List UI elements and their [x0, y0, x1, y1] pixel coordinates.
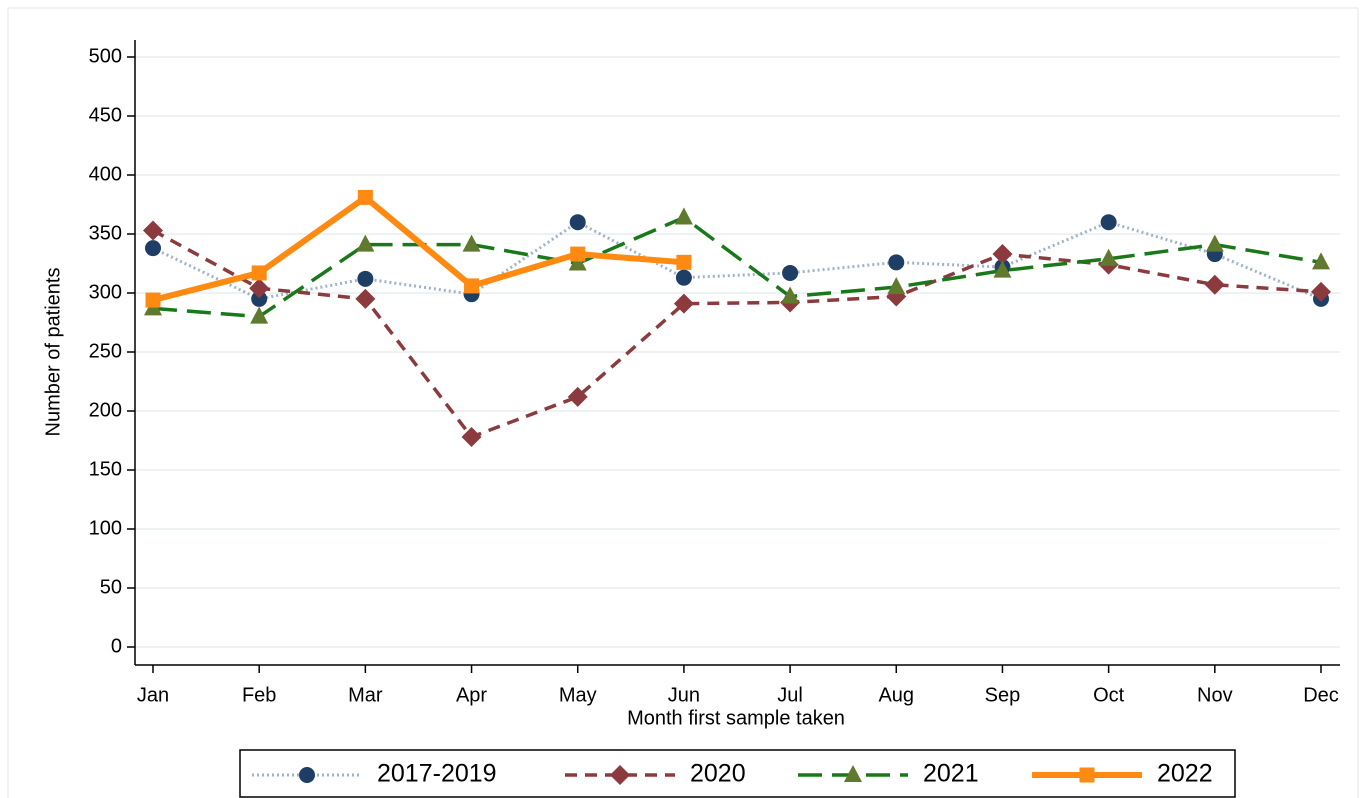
- y-tick-label: 250: [89, 340, 122, 362]
- x-tick-label: Aug: [878, 684, 914, 706]
- data-point: [1100, 214, 1117, 231]
- data-point: [1204, 274, 1225, 295]
- data-point: [1205, 234, 1224, 252]
- data-point: [674, 207, 693, 225]
- data-point: [676, 254, 692, 270]
- y-tick-label: 100: [89, 517, 122, 539]
- data-point: [570, 246, 586, 262]
- y-tick-label: 450: [89, 104, 122, 126]
- y-tick-label: 0: [111, 635, 122, 657]
- series-line: [152, 215, 1322, 319]
- y-tick-label: 400: [89, 163, 122, 185]
- data-point: [569, 214, 586, 231]
- series-line: [152, 194, 685, 303]
- x-tick-label: Jan: [137, 684, 169, 706]
- y-axis-title: Number of patients: [42, 268, 64, 437]
- data-point: [251, 290, 268, 307]
- data-point: [993, 260, 1012, 278]
- legend-marker: [844, 765, 862, 782]
- data-point: [888, 254, 905, 271]
- legend-label: 2022: [1157, 760, 1213, 788]
- data-point: [145, 240, 161, 257]
- data-point: [567, 386, 588, 407]
- series-line: [152, 228, 1322, 439]
- data-point: [464, 278, 480, 294]
- data-point: [462, 234, 481, 252]
- x-tick-label: Oct: [1093, 684, 1125, 706]
- legend-label: 2020: [690, 760, 746, 788]
- y-tick-label: 350: [89, 222, 122, 244]
- data-point: [673, 293, 694, 314]
- x-tick-label: Dec: [1303, 684, 1339, 706]
- data-point: [782, 264, 799, 281]
- data-point: [1311, 281, 1331, 302]
- data-point: [249, 278, 270, 299]
- data-point: [143, 220, 163, 241]
- data-point: [1312, 252, 1330, 270]
- x-tick-label: Mar: [348, 684, 383, 706]
- data-point: [992, 244, 1013, 265]
- data-point: [675, 269, 692, 286]
- data-point: [887, 277, 906, 295]
- legend-label: 2021: [923, 760, 979, 788]
- data-point: [357, 270, 374, 287]
- x-tick-label: Jun: [668, 684, 700, 706]
- legend-label: 2017-2019: [377, 760, 497, 788]
- x-tick-label: Feb: [242, 684, 276, 706]
- y-tick-label: 50: [100, 576, 122, 598]
- legend-marker: [610, 765, 630, 785]
- legend-marker: [1079, 767, 1095, 783]
- data-point: [356, 234, 375, 252]
- data-point: [357, 189, 373, 205]
- chart-frame: [7, 7, 1359, 798]
- data-point: [250, 306, 269, 324]
- data-point: [1099, 248, 1118, 266]
- legend-marker: [299, 767, 315, 783]
- y-tick-label: 500: [89, 45, 122, 67]
- x-tick-label: Apr: [456, 684, 487, 706]
- data-point: [251, 265, 267, 281]
- x-tick-label: Nov: [1197, 684, 1233, 706]
- y-tick-label: 200: [89, 399, 122, 421]
- data-point: [568, 253, 587, 271]
- data-point: [781, 286, 800, 304]
- data-point: [355, 288, 376, 309]
- x-tick-label: Jul: [777, 684, 803, 706]
- x-axis-title: Month first sample taken: [627, 707, 845, 729]
- y-tick-label: 300: [89, 281, 122, 303]
- data-point: [461, 426, 482, 447]
- data-point: [145, 292, 161, 308]
- x-tick-label: Sep: [985, 684, 1021, 706]
- x-tick-label: May: [559, 684, 597, 706]
- y-tick-label: 150: [89, 458, 122, 480]
